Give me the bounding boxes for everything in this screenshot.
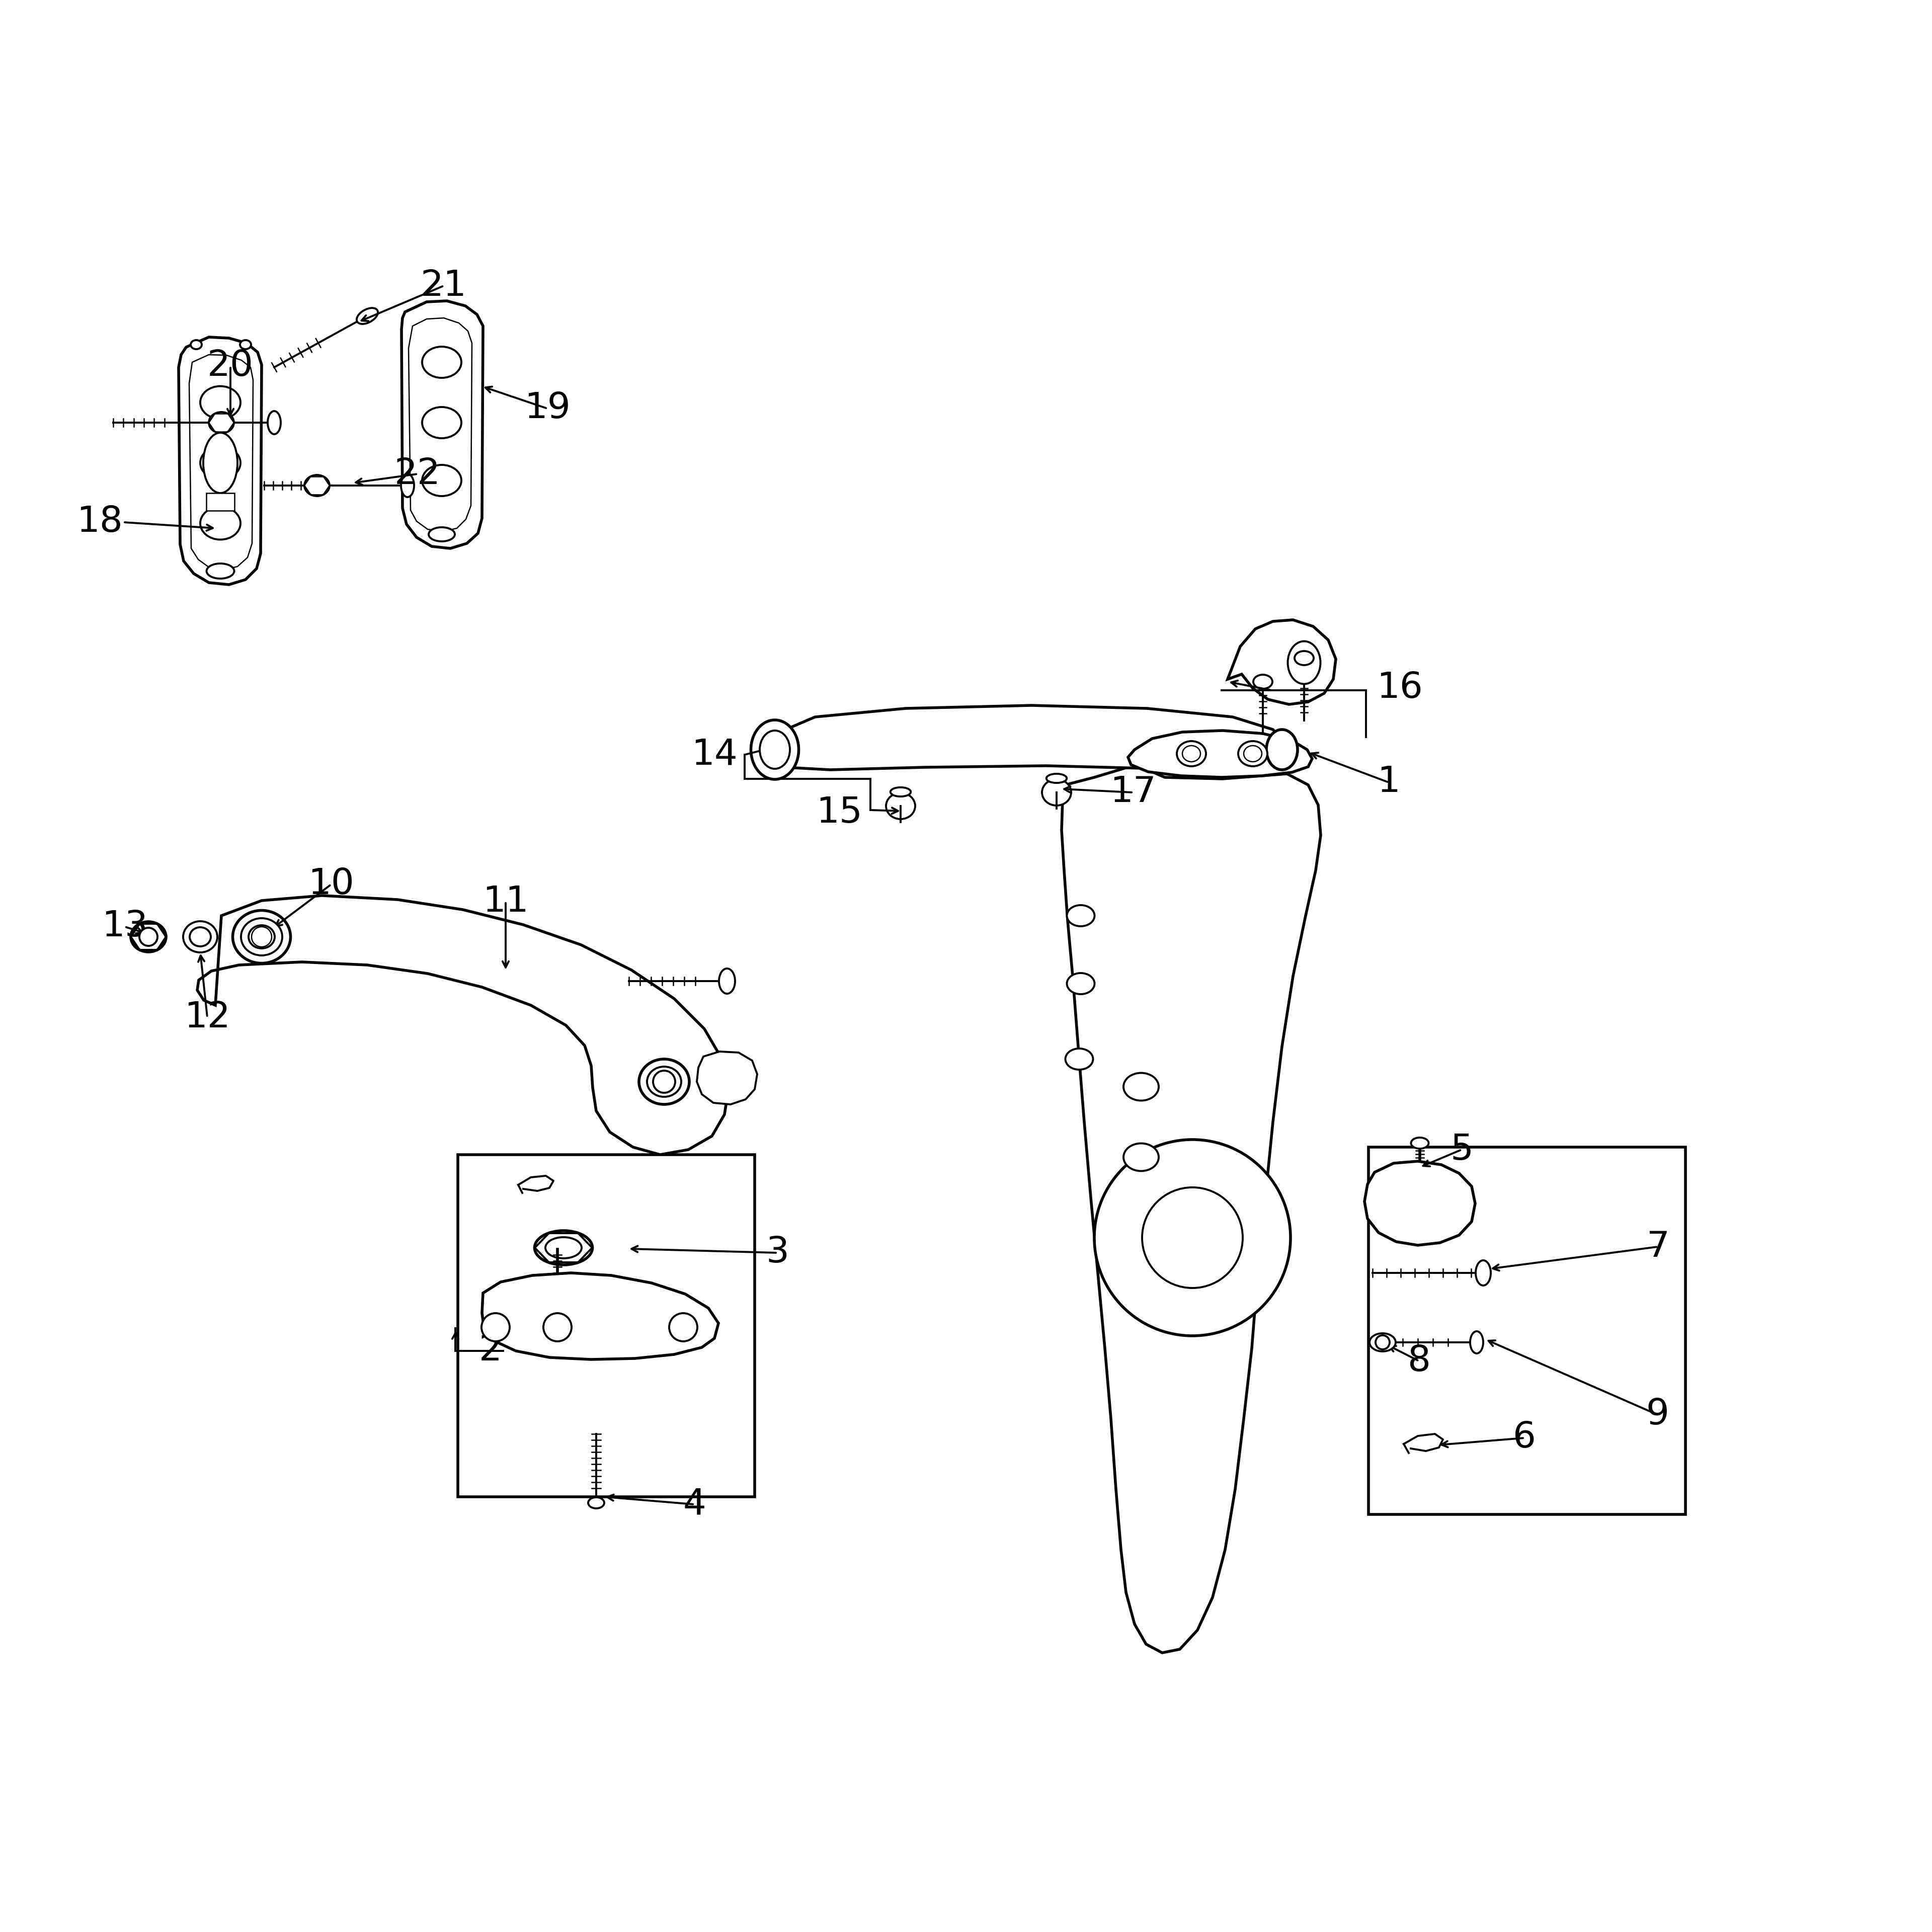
Ellipse shape bbox=[1177, 742, 1206, 767]
Circle shape bbox=[139, 927, 158, 947]
Ellipse shape bbox=[357, 307, 379, 325]
Ellipse shape bbox=[242, 918, 282, 956]
Circle shape bbox=[1376, 1335, 1389, 1349]
Text: 6: 6 bbox=[1513, 1420, 1536, 1455]
Polygon shape bbox=[769, 705, 1287, 773]
Ellipse shape bbox=[1294, 651, 1314, 665]
Ellipse shape bbox=[421, 466, 462, 497]
Circle shape bbox=[1094, 1140, 1291, 1335]
Ellipse shape bbox=[759, 730, 790, 769]
Ellipse shape bbox=[207, 564, 234, 578]
Ellipse shape bbox=[189, 927, 211, 947]
Ellipse shape bbox=[1041, 779, 1070, 806]
Ellipse shape bbox=[201, 386, 240, 419]
Polygon shape bbox=[402, 301, 483, 549]
Ellipse shape bbox=[1244, 746, 1262, 761]
Text: 16: 16 bbox=[1378, 670, 1422, 705]
Polygon shape bbox=[1061, 765, 1321, 1652]
Ellipse shape bbox=[232, 910, 290, 964]
Circle shape bbox=[481, 1314, 510, 1341]
Ellipse shape bbox=[1066, 974, 1095, 995]
Text: 1: 1 bbox=[1378, 765, 1401, 800]
Text: 2: 2 bbox=[479, 1333, 502, 1368]
Ellipse shape bbox=[191, 340, 201, 350]
Text: 17: 17 bbox=[1111, 775, 1155, 810]
Ellipse shape bbox=[402, 473, 413, 497]
Ellipse shape bbox=[1182, 746, 1200, 761]
Ellipse shape bbox=[647, 1066, 682, 1097]
Text: 9: 9 bbox=[1646, 1397, 1669, 1432]
Ellipse shape bbox=[1265, 730, 1298, 769]
Ellipse shape bbox=[1124, 1144, 1159, 1171]
Polygon shape bbox=[197, 896, 728, 1155]
Ellipse shape bbox=[131, 922, 166, 952]
Ellipse shape bbox=[421, 408, 462, 439]
Circle shape bbox=[668, 1314, 697, 1341]
Ellipse shape bbox=[587, 1497, 605, 1509]
Ellipse shape bbox=[1254, 674, 1273, 690]
Polygon shape bbox=[178, 336, 261, 585]
Ellipse shape bbox=[1065, 1049, 1094, 1070]
Bar bbox=[207, 493, 234, 510]
Ellipse shape bbox=[1289, 641, 1320, 684]
Circle shape bbox=[251, 927, 272, 947]
Text: 15: 15 bbox=[815, 796, 862, 831]
Text: 12: 12 bbox=[184, 1001, 230, 1036]
Bar bbox=[458, 1155, 755, 1497]
Text: 11: 11 bbox=[483, 885, 529, 920]
Text: 21: 21 bbox=[421, 269, 468, 303]
Ellipse shape bbox=[429, 527, 454, 541]
Ellipse shape bbox=[891, 788, 910, 796]
Ellipse shape bbox=[209, 412, 234, 433]
Polygon shape bbox=[481, 1273, 719, 1360]
Ellipse shape bbox=[203, 433, 238, 493]
Text: 5: 5 bbox=[1451, 1132, 1474, 1167]
Circle shape bbox=[653, 1070, 674, 1094]
Bar bbox=[1368, 1148, 1685, 1515]
Ellipse shape bbox=[305, 475, 330, 497]
Text: 18: 18 bbox=[77, 504, 124, 539]
Ellipse shape bbox=[249, 925, 274, 949]
Text: 20: 20 bbox=[207, 350, 253, 384]
Ellipse shape bbox=[1410, 1138, 1428, 1150]
Text: 8: 8 bbox=[1406, 1343, 1430, 1378]
Ellipse shape bbox=[639, 1059, 690, 1105]
Polygon shape bbox=[1364, 1161, 1476, 1246]
Ellipse shape bbox=[201, 506, 240, 539]
Ellipse shape bbox=[269, 412, 280, 435]
Text: 10: 10 bbox=[307, 867, 354, 902]
Ellipse shape bbox=[1476, 1260, 1492, 1285]
Ellipse shape bbox=[1370, 1333, 1395, 1350]
Text: 3: 3 bbox=[765, 1235, 788, 1269]
Circle shape bbox=[1142, 1188, 1242, 1289]
Ellipse shape bbox=[1047, 773, 1066, 782]
Text: 4: 4 bbox=[682, 1488, 705, 1522]
Ellipse shape bbox=[1124, 1072, 1159, 1101]
Ellipse shape bbox=[1238, 742, 1267, 767]
Ellipse shape bbox=[1066, 904, 1095, 925]
Ellipse shape bbox=[240, 340, 251, 350]
Text: 13: 13 bbox=[102, 910, 149, 945]
Text: 19: 19 bbox=[524, 390, 570, 425]
Ellipse shape bbox=[421, 346, 462, 379]
Polygon shape bbox=[697, 1051, 757, 1105]
Ellipse shape bbox=[887, 792, 916, 819]
Polygon shape bbox=[1128, 730, 1312, 777]
Ellipse shape bbox=[201, 446, 240, 479]
Ellipse shape bbox=[752, 721, 798, 779]
Ellipse shape bbox=[545, 1236, 582, 1258]
Circle shape bbox=[543, 1314, 572, 1341]
Ellipse shape bbox=[535, 1231, 593, 1265]
Ellipse shape bbox=[719, 968, 734, 993]
Text: 14: 14 bbox=[692, 738, 738, 773]
Ellipse shape bbox=[184, 922, 216, 952]
Ellipse shape bbox=[1470, 1331, 1484, 1354]
Text: 7: 7 bbox=[1646, 1229, 1669, 1264]
Polygon shape bbox=[1227, 620, 1335, 705]
Text: 22: 22 bbox=[394, 456, 440, 491]
